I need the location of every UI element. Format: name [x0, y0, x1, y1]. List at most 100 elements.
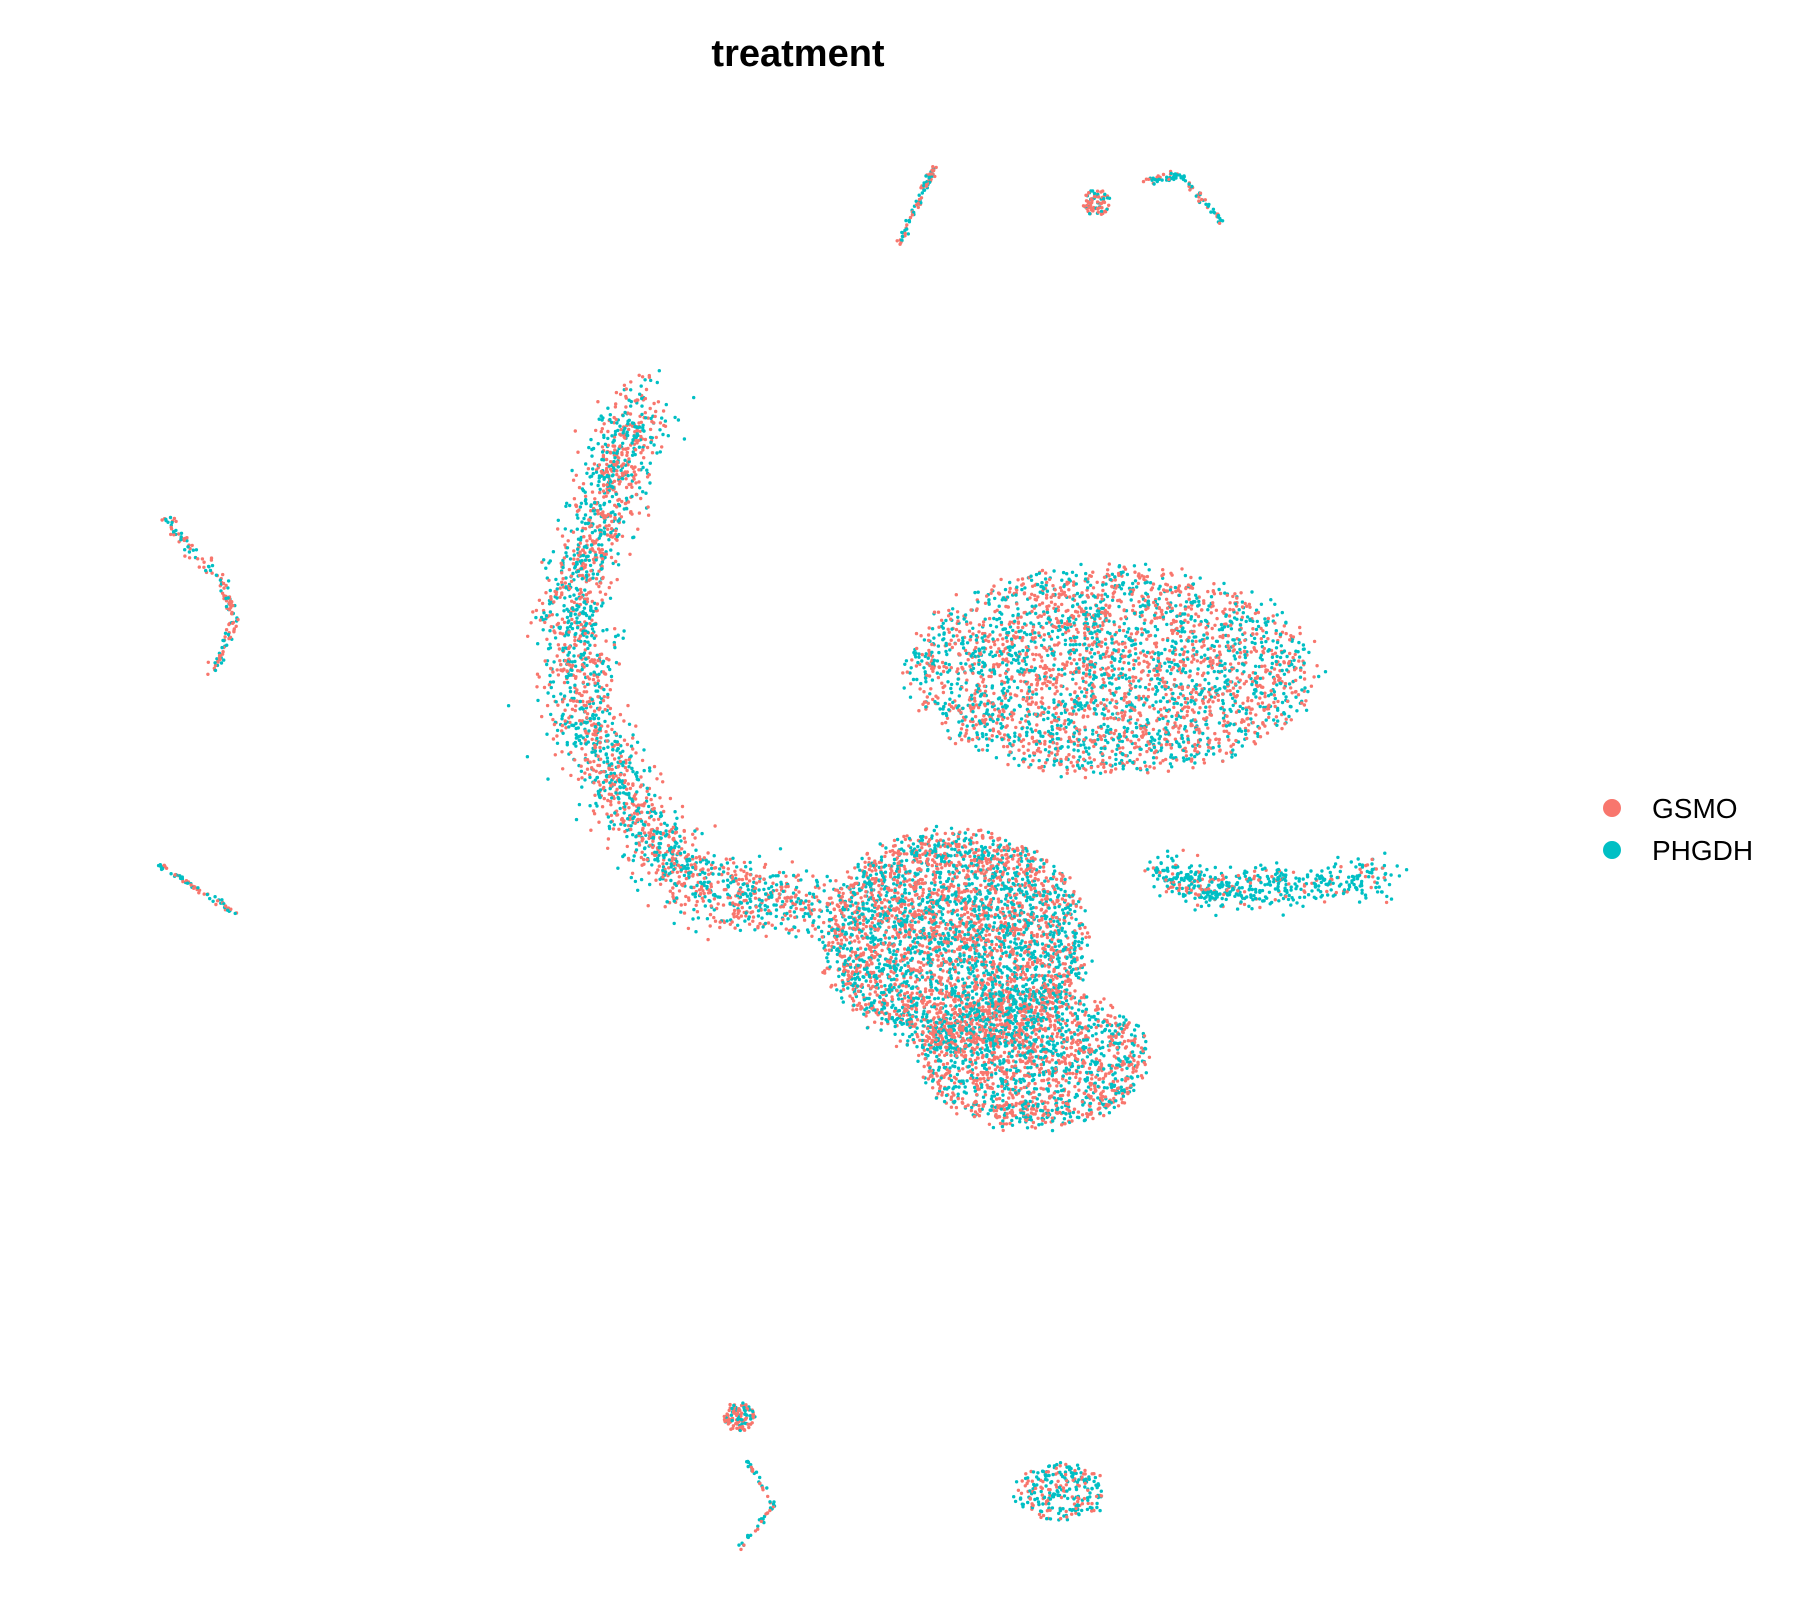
scatter-point-central-mass — [988, 860, 992, 864]
scatter-point-crescent — [564, 551, 568, 555]
scatter-point-central-mass — [991, 842, 995, 847]
scatter-point-crescent — [608, 451, 613, 455]
scatter-point-crescent — [807, 891, 812, 895]
scatter-point-crescent — [709, 884, 713, 889]
scatter-point-crescent — [754, 881, 759, 885]
scatter-point-central-mass — [957, 998, 961, 1002]
scatter-point-central-mass — [1067, 921, 1071, 926]
scatter-point-crescent — [617, 800, 621, 805]
scatter-point-crescent — [731, 856, 735, 860]
scatter-point-crescent — [629, 399, 633, 404]
scatter-point-crescent — [605, 739, 609, 743]
scatter-point-crescent — [594, 622, 598, 626]
scatter-point-crescent — [607, 792, 611, 796]
scatter-point-crescent — [632, 470, 636, 474]
scatter-point-central-mass — [1047, 994, 1052, 998]
scatter-point-central-mass — [1013, 937, 1017, 941]
scatter-point-crescent — [631, 736, 635, 740]
scatter-point-central-mass — [961, 977, 965, 981]
scatter-point-crescent — [632, 854, 636, 858]
scatter-point-central-mass — [1007, 924, 1012, 929]
scatter-point-central-mass — [1044, 909, 1048, 913]
scatter-point-crescent — [577, 691, 582, 696]
scatter-point-crescent — [544, 614, 549, 618]
scatter-point-central-mass — [931, 858, 935, 862]
scatter-point-crescent — [621, 791, 626, 795]
scatter-point-central-mass — [992, 946, 997, 951]
scatter-point-crescent — [590, 697, 594, 701]
scatter-point-crescent — [618, 759, 622, 764]
scatter-point-crescent — [639, 451, 643, 455]
scatter-point-crescent — [584, 593, 589, 597]
scatter-point-central-mass — [1085, 931, 1090, 935]
scatter-point-crescent — [634, 481, 638, 485]
scatter-point-crescent — [597, 780, 601, 784]
scatter-point-crescent — [607, 523, 611, 528]
scatter-point-crescent — [572, 497, 577, 501]
scatter-point-crescent — [612, 757, 617, 761]
scatter-point-crescent — [586, 630, 590, 634]
scatter-point-central-mass — [826, 952, 830, 956]
scatter-point-crescent — [609, 460, 613, 464]
scatter-point-central-mass — [874, 966, 879, 970]
scatter-point-crescent — [581, 482, 586, 486]
scatter-point-central-mass — [939, 916, 943, 920]
scatter-point-crescent — [668, 796, 673, 801]
scatter-point-central-mass — [935, 1011, 939, 1015]
scatter-point-crescent — [666, 434, 670, 438]
scatter-point-central-mass — [1067, 894, 1071, 898]
scatter-point-crescent — [559, 692, 563, 696]
scatter-point-crescent — [738, 928, 743, 933]
scatter-point-crescent — [563, 719, 567, 723]
scatter-point-crescent — [651, 807, 655, 811]
scatter-point-crescent — [639, 877, 644, 882]
scatter-point-central-mass — [1060, 897, 1065, 901]
scatter-point-crescent — [853, 866, 857, 870]
scatter-point-crescent — [746, 888, 750, 892]
scatter-point-crescent — [574, 691, 579, 695]
scatter-point-crescent — [584, 497, 588, 502]
scatter-point-central-mass — [1003, 938, 1007, 943]
scatter-point-crescent — [664, 402, 668, 407]
scatter-point-crescent — [556, 518, 560, 522]
scatter-point-crescent — [547, 683, 552, 687]
scatter-point-central-mass — [1012, 911, 1017, 916]
scatter-point-crescent — [606, 724, 610, 728]
scatter-point-central-mass — [848, 904, 853, 908]
scatter-point-crescent — [673, 844, 677, 848]
scatter-point-crescent — [577, 802, 582, 807]
scatter-point-crescent — [801, 914, 806, 919]
scatter-point-crescent — [622, 738, 627, 742]
scatter-point-crescent — [610, 796, 614, 800]
scatter-point-crescent — [627, 722, 632, 726]
scatter-point-crescent — [568, 503, 572, 508]
scatter-point-crescent — [607, 712, 612, 716]
scatter-point-crescent — [574, 586, 579, 591]
scatter-point-crescent — [828, 879, 832, 883]
scatter-point-crescent — [602, 760, 606, 764]
scatter-point-crescent — [712, 892, 717, 897]
scatter-point-crescent — [648, 427, 653, 432]
scatter-point-crescent — [721, 879, 725, 883]
scatter-point-crescent — [593, 730, 598, 735]
scatter-point-crescent — [555, 596, 559, 600]
scatter-point-crescent — [556, 527, 560, 531]
scatter-point-central-mass — [1049, 974, 1054, 979]
scatter-point-central-mass — [1020, 905, 1024, 909]
scatter-point-crescent — [637, 843, 642, 847]
scatter-point-crescent — [799, 878, 803, 882]
scatter-point-crescent — [631, 733, 635, 737]
scatter-point-crescent — [615, 740, 619, 744]
scatter-point-crescent — [635, 809, 639, 813]
scatter-point-crescent — [618, 444, 622, 449]
scatter-point-crescent — [745, 871, 749, 876]
scatter-point-crescent — [600, 557, 605, 561]
scatter-point-crescent — [592, 759, 596, 764]
scatter-point-crescent — [713, 824, 717, 828]
scatter-point-crescent — [554, 700, 558, 704]
scatter-point-crescent — [605, 474, 609, 479]
scatter-point-crescent — [636, 778, 641, 782]
scatter-point-central-mass — [951, 870, 955, 875]
scatter-point-crescent — [671, 886, 675, 890]
scatter-point-central-mass — [893, 894, 897, 898]
